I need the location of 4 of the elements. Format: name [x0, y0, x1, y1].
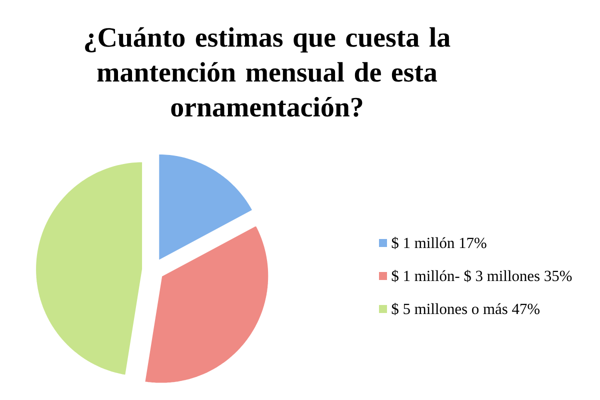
chart-title: ¿Cuánto estimas que cuesta la mantención mensual de esta ornamentación?	[85, 27, 450, 117]
legend-label: $ 5 millones o más 47%	[392, 302, 540, 316]
legend-label: $ 1 millón 17%	[392, 236, 486, 250]
legend-label: $ 1 millón- $ 3 millones 35%	[392, 270, 572, 282]
